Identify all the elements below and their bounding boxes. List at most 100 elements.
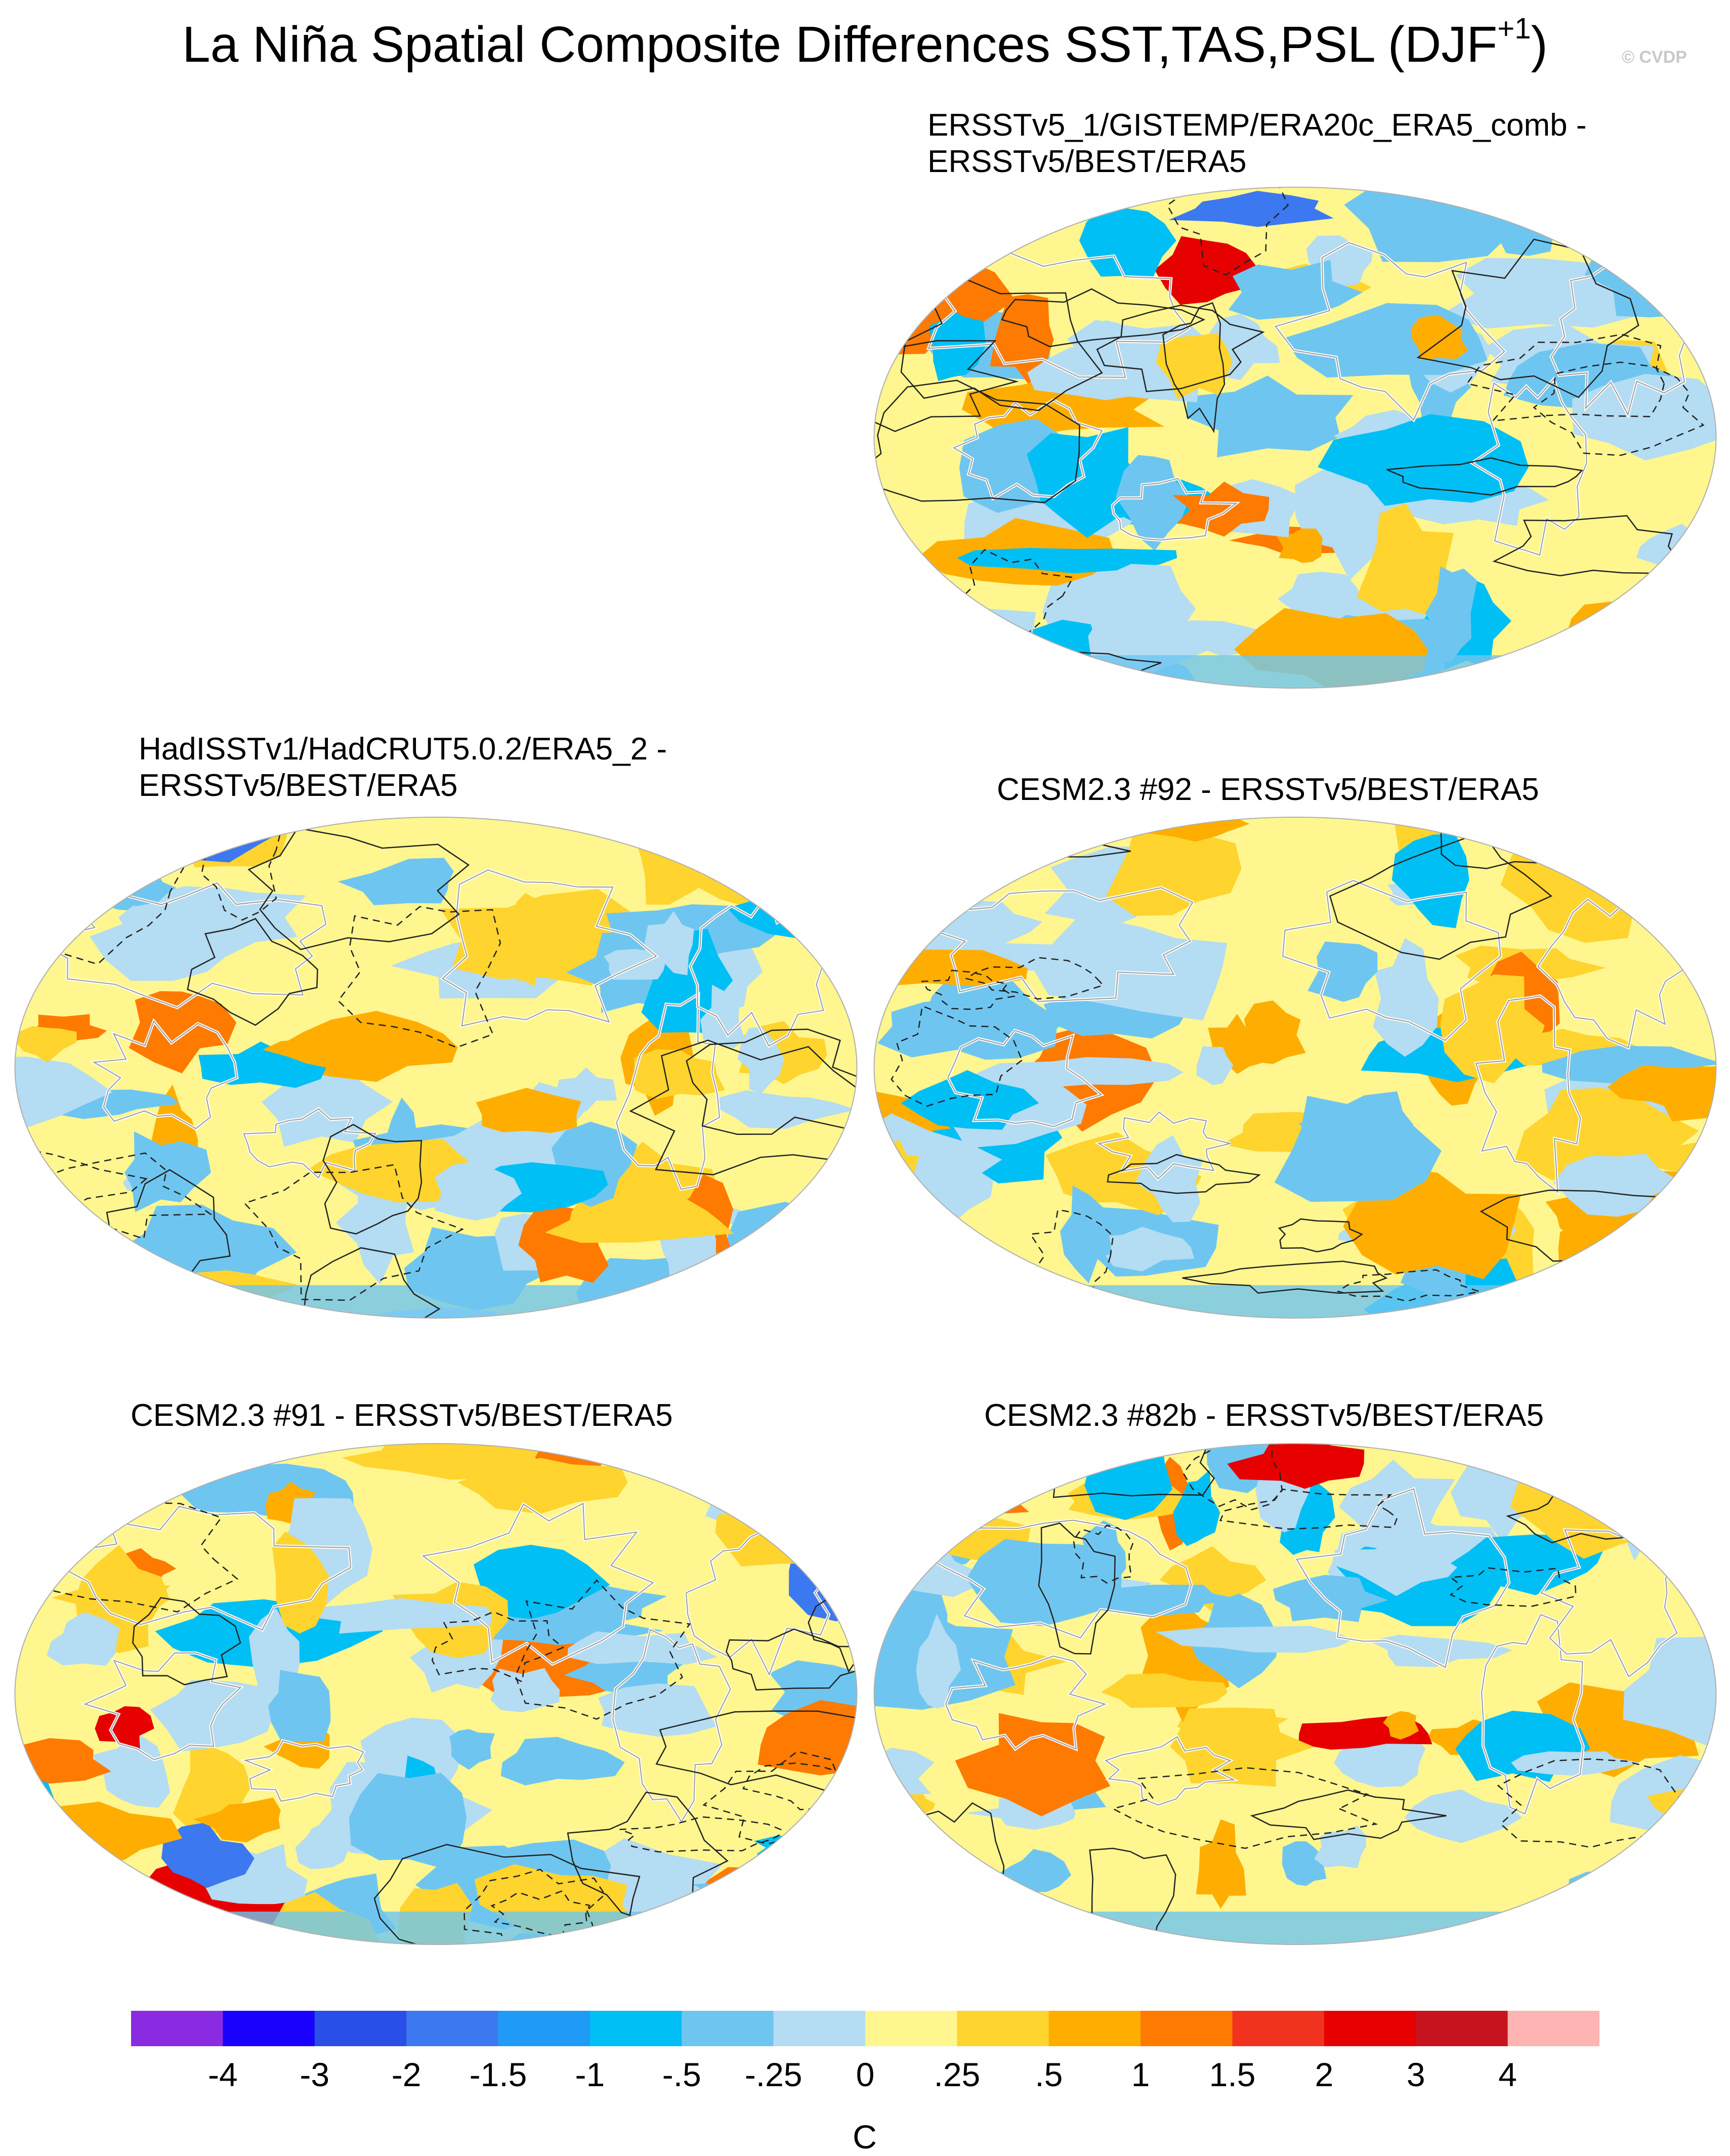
colorbar-swatch: [773, 2011, 866, 2046]
globe-outline: [14, 1443, 858, 1945]
globe-map-svg: [14, 1443, 858, 1945]
anomaly-region: [998, 817, 1042, 866]
anomaly-region: [124, 1131, 211, 1212]
anomaly-region: [457, 1458, 628, 1514]
anomaly-region: [1101, 1673, 1228, 1708]
anomaly-region: [1549, 1888, 1669, 1944]
anomaly-region: [1391, 833, 1469, 928]
anomaly-region: [1450, 1534, 1603, 1595]
anomaly-region: [1173, 1469, 1220, 1546]
anomaly-region: [268, 1670, 331, 1742]
anomaly-region: [773, 1512, 857, 1557]
anomaly-region: [682, 817, 722, 850]
anomaly-region: [736, 1259, 857, 1318]
antarctic-band: [874, 655, 1716, 688]
psl-contour: [1336, 1269, 1480, 1302]
anomaly-region: [1607, 1065, 1716, 1108]
colorbar-tick-label: -1: [575, 2056, 605, 2093]
colorbar-tick-label: -1.5: [469, 2056, 527, 2093]
psl-contour: [201, 817, 283, 921]
anomaly-region: [720, 1898, 791, 1944]
psl-contour: [891, 1005, 1023, 1107]
psl-contour: [1497, 1758, 1685, 1848]
globe-map-svg: [873, 817, 1717, 1319]
psl-contour: [1466, 333, 1665, 422]
coastline: [1275, 242, 1505, 421]
colorbar-swatch: [1507, 2011, 1599, 2046]
psl-contour: [322, 1124, 423, 1235]
antarctic-band: [874, 1912, 1716, 1944]
anomaly-region: [490, 1668, 560, 1713]
psl-contour: [1089, 1847, 1176, 1944]
anomaly-region: [1425, 566, 1478, 664]
colorbar-tick-label: 2: [1315, 2056, 1334, 2093]
anomaly-region: [1404, 1789, 1522, 1843]
anomaly-region: [500, 1737, 625, 1786]
figure-title-superscript: +1: [1497, 12, 1531, 45]
anomaly-region: [1032, 914, 1228, 1021]
anomaly-region: [1170, 1707, 1314, 1787]
anomaly-region: [545, 1195, 734, 1243]
figure-title-text: La Niña Spatial Composite Differences SS…: [182, 16, 1498, 73]
psl-contour: [1278, 1218, 1364, 1253]
panel-1-map: [871, 185, 1719, 691]
anomaly-region: [901, 1070, 1039, 1130]
anomaly-region: [44, 1477, 103, 1517]
psl-contour: [515, 1579, 691, 1720]
colorbar-tick-label: 0: [856, 2056, 875, 2093]
anomaly-region: [1568, 1868, 1642, 1922]
psl-contour: [1107, 1154, 1261, 1194]
anomaly-region: [916, 1614, 961, 1709]
anomaly-region: [1622, 187, 1716, 246]
coastline: [243, 1740, 364, 1802]
colorbar-tick-label: -2: [391, 2056, 421, 2093]
anomaly-region: [15, 1249, 136, 1318]
psl-contour: [243, 1164, 464, 1301]
anomaly-region: [1156, 1626, 1353, 1653]
anomaly-region: [692, 1875, 857, 1927]
coastline: [1481, 1614, 1584, 1815]
colorbar-swatch: [1232, 2011, 1325, 2046]
anomaly-region: [757, 1700, 857, 1775]
anomaly-region: [337, 858, 454, 905]
anomaly-region: [298, 1598, 492, 1634]
anomaly-region: [47, 1612, 120, 1666]
anomaly-region: [473, 1545, 610, 1619]
anomaly-region: [894, 1838, 956, 1889]
anomaly-region: [1298, 1091, 1413, 1154]
panel-1-title-line-1: ERSSTv5_1/GISTEMP/ERA20c_ERA5_comb -: [927, 108, 1587, 143]
anomaly-region: [1641, 196, 1676, 253]
anomaly-region: [903, 1828, 946, 1879]
anomaly-region: [1383, 1711, 1419, 1740]
psl-contour: [132, 1597, 241, 1685]
anomaly-region: [434, 1161, 522, 1220]
anomaly-region: [1567, 601, 1668, 654]
psl-contour: [1182, 1260, 1388, 1294]
psl-contour: [726, 1628, 857, 1691]
psl-contour: [1492, 515, 1678, 576]
anomaly-region: [957, 547, 1177, 574]
psl-contour: [1250, 1789, 1447, 1840]
psl-contour: [902, 820, 967, 858]
anomaly-region: [1511, 1751, 1639, 1776]
coastline: [421, 1502, 654, 1665]
anomaly-region: [1549, 1901, 1695, 1928]
anomaly-region: [15, 1845, 71, 1899]
anomaly-region: [1027, 347, 1168, 400]
anomaly-region: [1514, 1087, 1699, 1180]
psl-contour: [1630, 1261, 1716, 1304]
psl-contour: [187, 918, 318, 1026]
anomaly-region: [1079, 207, 1176, 277]
anomaly-region: [263, 1029, 410, 1070]
colorbar-swatch: [223, 2011, 315, 2046]
colorbar-swatch: [865, 2011, 957, 2046]
psl-contour: [1567, 1481, 1716, 1511]
anomaly-region: [1273, 1575, 1388, 1622]
anomaly-region: [874, 949, 1028, 988]
anomaly-region: [700, 985, 745, 1048]
anomaly-region: [1314, 1826, 1366, 1869]
coastline: [612, 1629, 731, 1823]
anomaly-region: [874, 817, 943, 884]
anomaly-region: [1172, 481, 1270, 537]
colorbar-tick-label: 4: [1498, 2056, 1517, 2093]
